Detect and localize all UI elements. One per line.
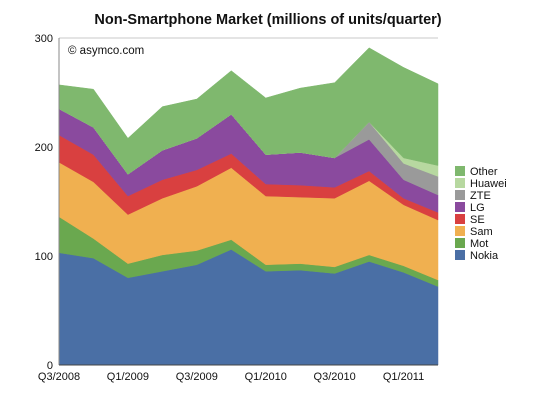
legend-swatch-huawei <box>455 178 465 188</box>
series-area-other <box>58 47 439 175</box>
axes: 0 100 200 300 Q3/2008 Q1/2009 Q3/2009 Q1/2010 Q3… <box>35 33 438 383</box>
y-tick-label: 200 <box>35 142 53 154</box>
legend-swatch-nokia <box>455 250 465 260</box>
y-tick-label: 300 <box>35 33 53 45</box>
legend-swatch-mot <box>455 238 465 248</box>
copyright-label: © asymco.com <box>68 45 144 57</box>
legend-label-huawei: Huawei <box>470 178 507 190</box>
x-tick-label: Q3/2009 <box>176 371 218 383</box>
legend-label-sam: Sam <box>470 226 493 238</box>
legend-swatch-lg <box>455 202 465 212</box>
legend-label-zte: ZTE <box>470 190 491 202</box>
legend-swatch-other <box>455 166 465 176</box>
legend-swatch-zte <box>455 190 465 200</box>
chart-title: Non-Smartphone Market (millions of units… <box>94 12 441 28</box>
series-areas <box>58 47 439 366</box>
x-tick-label: Q3/2008 <box>38 371 80 383</box>
y-tick-label: 0 <box>47 360 53 372</box>
legend-label-other: Other <box>470 166 498 178</box>
legend-label-mot: Mot <box>470 238 488 250</box>
y-tick-label: 100 <box>35 251 53 263</box>
legend-label-lg: LG <box>470 202 485 214</box>
legend-label-se: SE <box>470 214 485 226</box>
legend-swatch-sam <box>455 226 465 236</box>
legend-label-nokia: Nokia <box>470 250 499 262</box>
x-tick-label: Q1/2009 <box>107 371 149 383</box>
x-tick-label: Q1/2010 <box>245 371 287 383</box>
x-tick-label: Q1/2011 <box>383 371 424 383</box>
legend-swatch-se <box>455 214 465 224</box>
x-tick-label: Q3/2010 <box>314 371 356 383</box>
